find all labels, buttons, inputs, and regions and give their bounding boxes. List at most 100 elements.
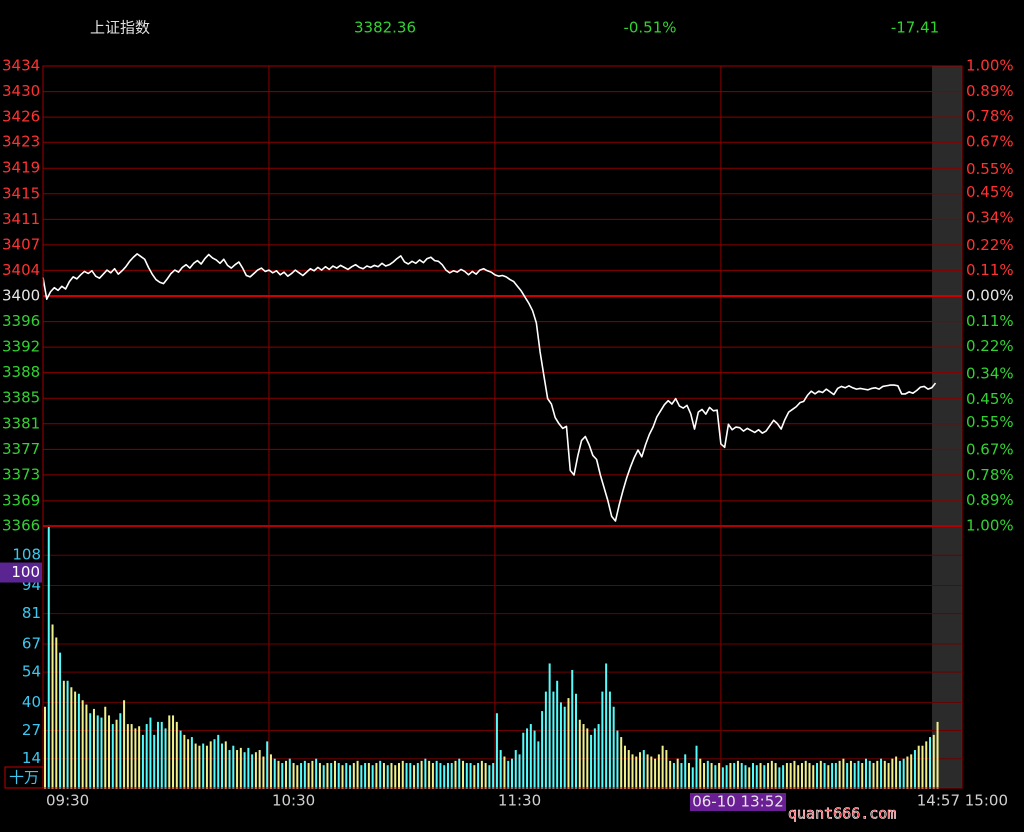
volume-bar <box>883 760 886 789</box>
volume-bar <box>390 763 393 789</box>
volume-bar <box>134 728 137 789</box>
x-tick-label: 11:30 <box>498 792 541 810</box>
volume-bar <box>194 743 197 789</box>
volume-bar <box>718 763 721 789</box>
volume-bar <box>326 763 329 789</box>
volume-bar <box>518 754 521 789</box>
volume-bar <box>906 756 909 789</box>
y-tick-label: 3411 <box>2 210 40 228</box>
volume-bar <box>556 680 559 789</box>
volume-bar <box>548 663 551 789</box>
volume-bar <box>168 715 171 789</box>
volume-bar <box>356 760 359 789</box>
volume-bar <box>251 754 254 789</box>
volume-bar <box>831 763 834 789</box>
volume-bar <box>70 687 73 789</box>
volume-bar <box>488 765 491 789</box>
volume-bar <box>849 760 852 789</box>
volume-bar <box>895 756 898 789</box>
volume-bar <box>808 763 811 789</box>
volume-bar <box>544 691 547 789</box>
volume-bar <box>85 704 88 789</box>
volume-bar <box>526 728 529 789</box>
volume-bar <box>876 760 879 789</box>
volume-bar <box>145 724 148 789</box>
volume-bar <box>541 711 544 789</box>
y2-tick-label: 0.55% <box>966 160 1014 178</box>
volume-bar <box>367 763 370 789</box>
volume-bar <box>179 730 182 789</box>
volume-bar <box>552 691 555 789</box>
volume-bar <box>311 760 314 789</box>
volume-bar <box>349 765 352 789</box>
volume-bar <box>198 745 201 789</box>
y2-tick-label: 0.34% <box>966 365 1014 383</box>
x-tick-label: 09:30 <box>46 792 89 810</box>
volume-bar <box>126 724 129 789</box>
volume-bar <box>160 721 163 789</box>
volume-bar <box>130 724 133 789</box>
volume-bar <box>605 663 608 789</box>
y-tick-label: 3426 <box>2 108 40 126</box>
quote-change-pct: -0.51% <box>623 19 676 37</box>
volume-bar <box>725 765 728 789</box>
volume-bar <box>164 728 167 789</box>
volume-bar <box>292 763 295 789</box>
volume-bar <box>77 693 80 789</box>
y2-tick-label: 0.67% <box>966 441 1014 459</box>
y-tick-label: 3392 <box>2 338 40 356</box>
volume-bar <box>473 765 476 789</box>
volume-bar <box>341 765 344 789</box>
volume-bar <box>138 726 141 789</box>
overlay: 3434 3430 3426 3423 3419 3415 3411 3407 3404 3400… <box>0 57 1014 823</box>
volume-bar <box>59 652 62 789</box>
volume-tick-label: 40 <box>22 693 41 711</box>
volume-bar <box>582 724 585 789</box>
y-tick-label: 3396 <box>2 312 40 330</box>
volume-bar <box>816 763 819 789</box>
volume-bar <box>672 763 675 789</box>
volume-bar <box>111 724 114 789</box>
volume-bar <box>767 763 770 789</box>
volume-bar <box>465 763 468 789</box>
volume-bar <box>522 732 525 789</box>
quote-price: 3382.36 <box>354 19 416 37</box>
volume-bar <box>891 758 894 789</box>
volume-bar <box>96 715 99 789</box>
volume-bar <box>601 691 604 789</box>
volume-bar <box>364 763 367 789</box>
volume-bar <box>755 765 758 789</box>
volume-bar <box>322 765 325 789</box>
volume-bar <box>590 734 593 789</box>
cursor-value: 100 <box>11 563 40 581</box>
volume-bar <box>243 752 246 789</box>
y2-tick-label: 0.55% <box>966 413 1014 431</box>
y2-tick-label: 0.67% <box>966 132 1014 150</box>
volume-bar <box>258 750 261 789</box>
volume-bar <box>330 763 333 789</box>
volume-bar <box>778 767 781 789</box>
volume-bar <box>691 767 694 789</box>
volume-bar <box>925 741 928 789</box>
volume-tick-label: 67 <box>22 634 41 652</box>
volume-bar <box>827 765 830 789</box>
volume-bar <box>669 760 672 789</box>
volume-bar <box>578 719 581 789</box>
volume-bar <box>744 765 747 789</box>
volume-bar <box>752 763 755 789</box>
volume-bar <box>371 765 374 789</box>
volume-bar <box>416 763 419 789</box>
volume-bar <box>424 758 427 789</box>
volume-bar <box>623 745 626 789</box>
volume-bar <box>352 763 355 789</box>
y-tick-label: 3400 <box>2 287 40 305</box>
volume-bar <box>687 763 690 789</box>
volume-bar <box>639 752 642 789</box>
volume-bar <box>115 719 118 789</box>
volume-bar <box>529 724 532 789</box>
volume-bar <box>785 763 788 789</box>
cursor-value-box <box>0 562 42 583</box>
volume-bar <box>597 724 600 789</box>
volume-bar <box>413 765 416 789</box>
